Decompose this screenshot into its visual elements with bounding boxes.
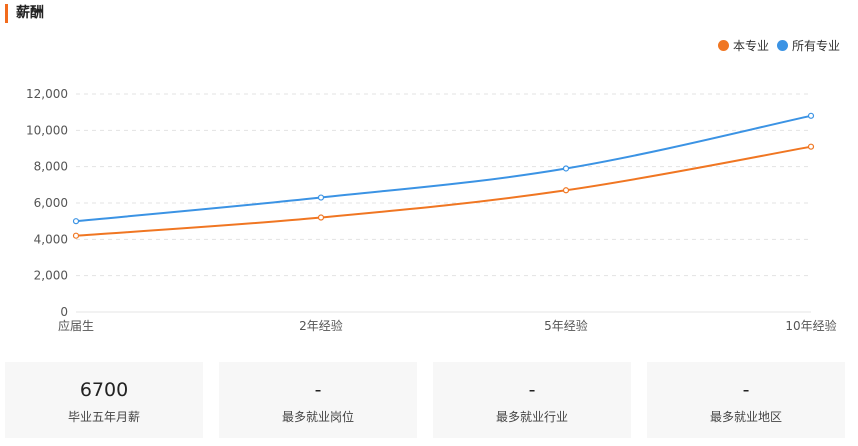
x-tick-label: 2年经验 <box>299 318 343 333</box>
series-point-1 <box>562 165 570 172</box>
card-label-salary: 毕业五年月薪 <box>67 410 140 424</box>
salary-line-chart: 0 2,000 4,000 6,000 8,000 10,000 12,000 应届生 2年经验… <box>26 87 837 333</box>
card-value-industry: - <box>528 379 536 401</box>
legend-dot-major <box>717 40 729 51</box>
y-tick-label: 8,000 <box>34 160 68 174</box>
card-label-industry: 最多就业行业 <box>495 410 568 424</box>
chart-legend: 本专业 所有专业 <box>710 37 840 54</box>
y-tick-label: 4,000 <box>34 232 68 246</box>
series-point-1 <box>72 218 80 225</box>
summary-cards: 6700 毕业五年月薪 - 最多就业岗位 - 最多就业行业 - 最多就业地区 <box>5 362 845 438</box>
summary-card-position: - 最多就业岗位 <box>219 362 417 438</box>
series-line-1 <box>75 114 812 223</box>
card-label-region: 最多就业地区 <box>709 410 782 424</box>
card-value-position: - <box>314 379 322 401</box>
series-point-1 <box>807 112 815 119</box>
y-tick-label: 6,000 <box>34 196 68 210</box>
y-tick-label: 12,000 <box>26 87 68 101</box>
section-title: 薪酬 <box>5 4 44 23</box>
card-value-salary: 6700 <box>79 379 129 401</box>
summary-card-industry: - 最多就业行业 <box>433 362 631 438</box>
legend-item-major[interactable]: 本专业 <box>717 37 769 54</box>
summary-card-region: - 最多就业地区 <box>647 362 845 438</box>
series-point-0 <box>317 214 325 221</box>
series-point-0 <box>562 187 570 194</box>
y-tick-label: 10,000 <box>26 123 68 137</box>
card-label-position: 最多就业岗位 <box>281 410 354 424</box>
x-tick-label: 应届生 <box>58 318 94 333</box>
card-value-region: - <box>742 379 750 401</box>
legend-label-all: 所有专业 <box>791 39 840 53</box>
x-tick-label: 5年经验 <box>544 318 588 333</box>
legend-dot-all <box>776 40 788 51</box>
y-tick-label: 0 <box>60 305 68 319</box>
x-tick-label: 10年经验 <box>785 318 836 333</box>
summary-card-salary: 6700 毕业五年月薪 <box>5 362 203 438</box>
series-point-1 <box>317 194 325 201</box>
legend-label-major: 本专业 <box>732 39 769 53</box>
series-line-0 <box>75 145 812 237</box>
legend-item-all[interactable]: 所有专业 <box>776 37 840 54</box>
series-point-0 <box>807 143 815 150</box>
series-point-0 <box>72 232 80 239</box>
y-tick-label: 2,000 <box>34 269 68 283</box>
